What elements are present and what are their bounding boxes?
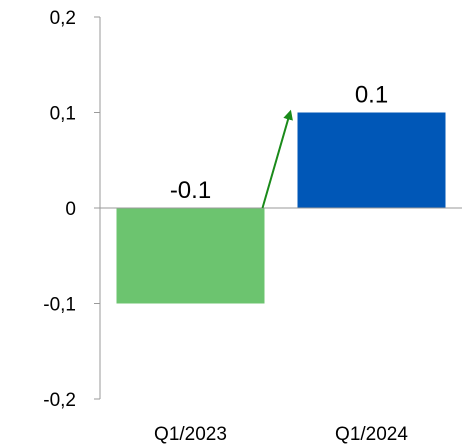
y-axis: 0,2 0,1 0 -0,1 -0,2 <box>43 8 101 411</box>
y-tick-label: -0,2 <box>43 390 76 411</box>
y-tick-label: 0,1 <box>50 104 76 125</box>
annotations <box>261 109 293 209</box>
y-tick-label: -0,1 <box>43 295 76 316</box>
trend-arrow <box>261 109 293 209</box>
x-category-label: Q1/2023 <box>154 424 227 445</box>
y-tick-label: 0,2 <box>50 8 76 29</box>
y-tick-label: 0 <box>65 199 76 220</box>
x-category-label: Q1/2024 <box>335 424 408 445</box>
data-label: 0.1 <box>355 82 388 109</box>
bar-q1-2024 <box>297 112 446 208</box>
data-label: -0.1 <box>170 177 211 204</box>
bars: -0.1 0.1 <box>100 82 462 304</box>
x-axis-labels: Q1/2023 Q1/2024 <box>154 424 408 445</box>
bar-q1-2023 <box>116 208 265 304</box>
